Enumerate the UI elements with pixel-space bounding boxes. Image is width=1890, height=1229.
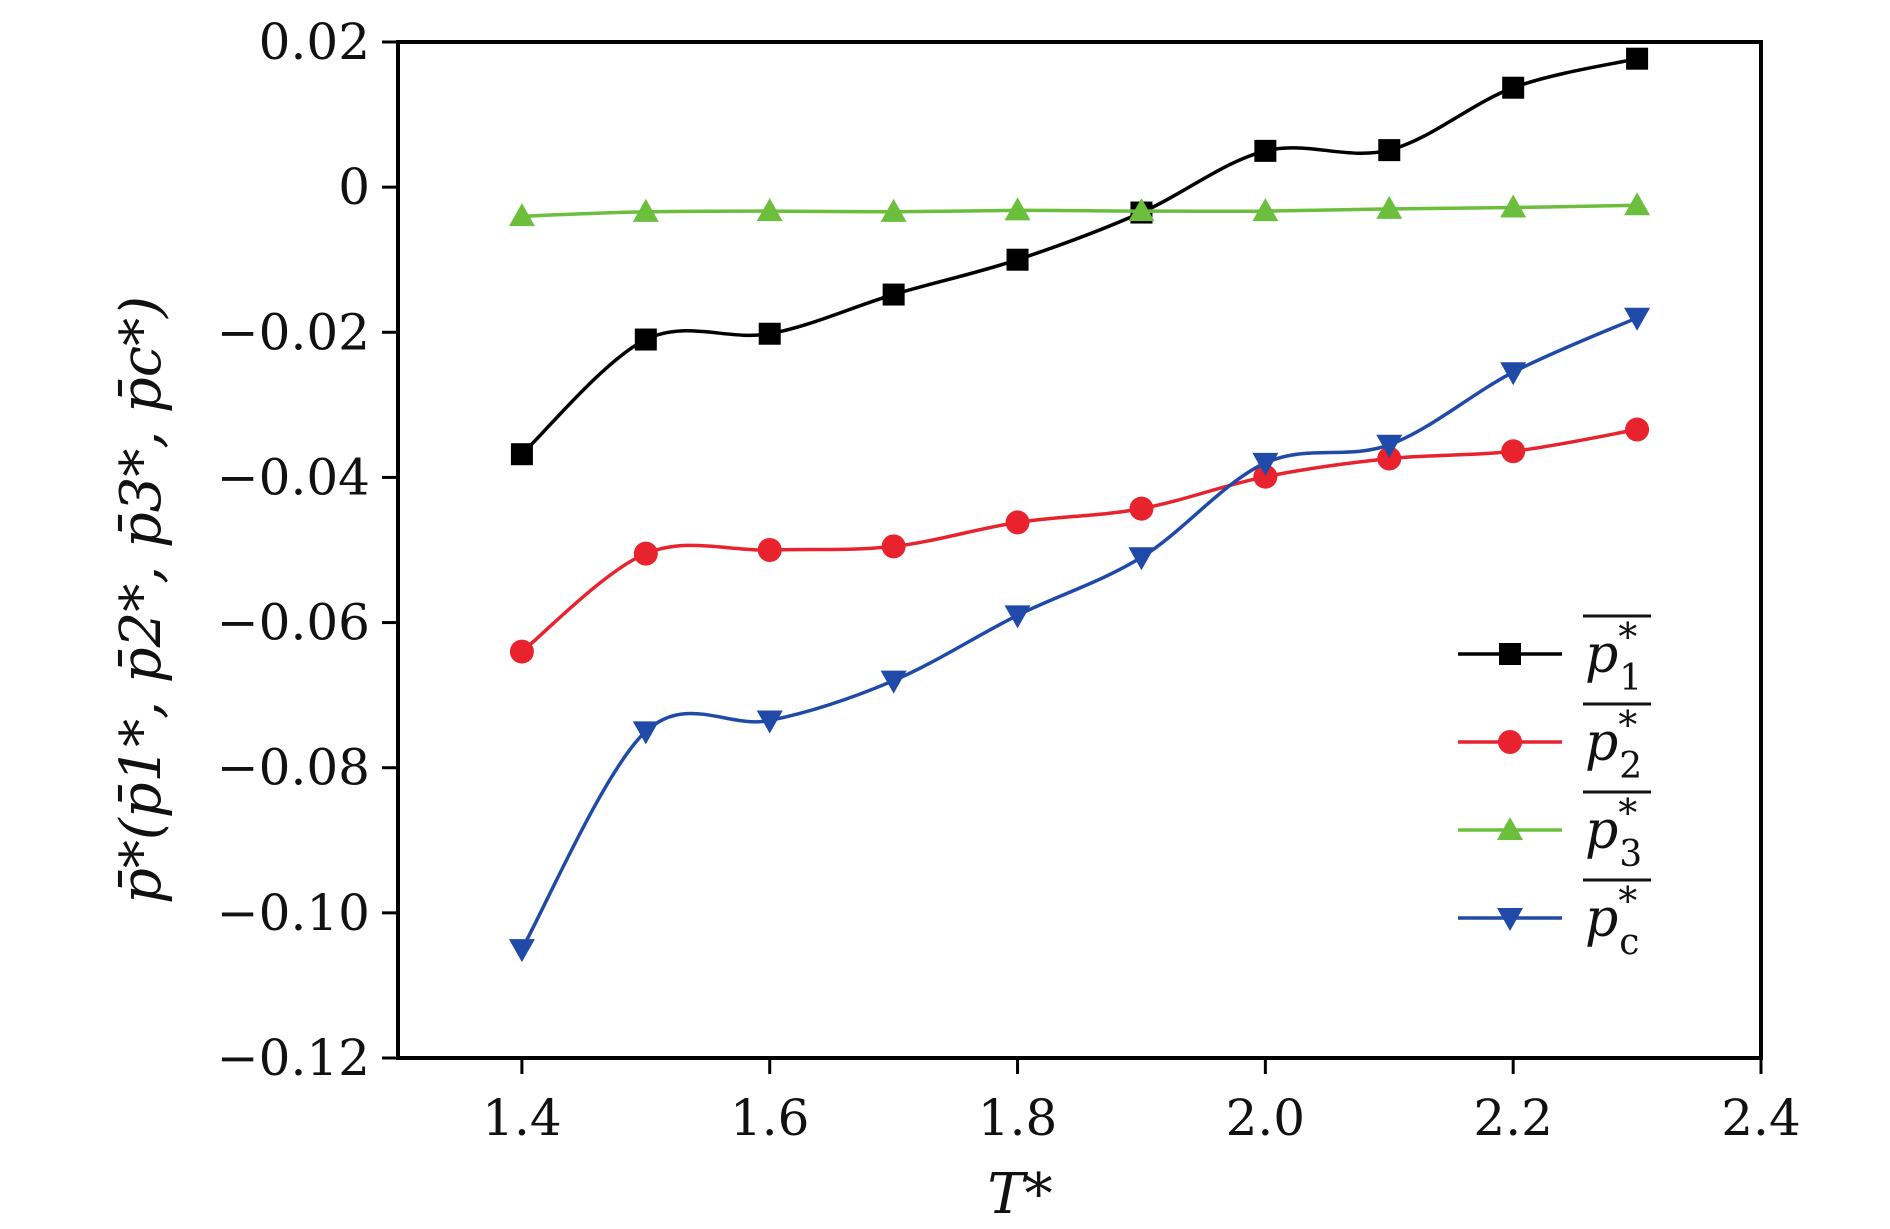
data-point bbox=[1004, 605, 1031, 629]
x-tick-labels: 1.4 1.6 1.8 2.0 2.2 2.4 bbox=[482, 1089, 1801, 1147]
legend-item: p* 1 bbox=[1458, 614, 1651, 699]
y-tick-label: −0.02 bbox=[217, 303, 370, 361]
series-line bbox=[520, 56, 1638, 456]
data-point bbox=[1376, 434, 1403, 458]
data-point bbox=[1006, 248, 1029, 271]
data-point bbox=[509, 639, 534, 664]
data-point bbox=[1624, 307, 1651, 331]
y-tick-label: −0.04 bbox=[217, 448, 370, 506]
plot-frame bbox=[396, 40, 1763, 1060]
data-point bbox=[510, 443, 533, 466]
series-layer bbox=[508, 47, 1651, 963]
data-point bbox=[882, 283, 905, 306]
data-point bbox=[1625, 417, 1650, 442]
legend-item: p* 2 bbox=[1458, 702, 1651, 787]
legend-label: p* 3 bbox=[1585, 791, 1642, 875]
legend-label: p* 2 bbox=[1585, 703, 1642, 787]
data-point bbox=[508, 939, 535, 963]
data-point bbox=[634, 328, 657, 351]
data-point bbox=[508, 203, 535, 227]
data-point bbox=[1128, 547, 1155, 571]
data-point bbox=[1004, 197, 1031, 221]
data-point bbox=[880, 670, 907, 694]
x-tick-label: 1.4 bbox=[482, 1089, 562, 1147]
data-point bbox=[756, 710, 783, 734]
data-point bbox=[1624, 192, 1651, 216]
ticks-layer bbox=[382, 40, 1763, 1074]
data-point bbox=[1626, 47, 1649, 70]
series-p1* bbox=[510, 47, 1649, 466]
x-tick-label: 1.8 bbox=[978, 1089, 1058, 1147]
data-point bbox=[1378, 139, 1401, 162]
x-tick-label: 2.4 bbox=[1721, 1089, 1801, 1147]
series-p3* bbox=[508, 192, 1651, 227]
data-point bbox=[1502, 76, 1525, 99]
data-point bbox=[632, 721, 659, 745]
x-tick-label: 1.6 bbox=[730, 1089, 810, 1147]
legend: p* 1p* 2p* 3p* c bbox=[1458, 614, 1651, 963]
y-tick-label: −0.08 bbox=[217, 739, 370, 797]
series-line bbox=[520, 316, 1638, 950]
y-tick-label: −0.06 bbox=[217, 594, 370, 652]
legend-label: p* 1 bbox=[1585, 615, 1642, 699]
data-point bbox=[1252, 198, 1279, 222]
legend-marker bbox=[1497, 908, 1523, 931]
data-point bbox=[1254, 139, 1277, 162]
data-point bbox=[1128, 198, 1155, 222]
y-tick-label: −0.10 bbox=[217, 884, 370, 942]
series-pc* bbox=[508, 307, 1651, 963]
data-point bbox=[1500, 194, 1527, 218]
y-axis-title: p̄*(p̄1*, p̄2*, p̄3*, p̄c*) bbox=[109, 296, 174, 904]
y-tick-label: −0.12 bbox=[217, 1029, 370, 1087]
data-point bbox=[1500, 362, 1527, 386]
data-point bbox=[632, 198, 659, 222]
legend-label: p* c bbox=[1585, 879, 1639, 963]
data-point bbox=[756, 198, 783, 222]
data-point bbox=[757, 538, 782, 562]
legend-item: p* 3 bbox=[1458, 790, 1651, 875]
data-point bbox=[1252, 452, 1279, 476]
legend-item: p* c bbox=[1458, 878, 1651, 963]
y-tick-labels: 0.02 0 −0.02 −0.04 −0.06 −0.08 −0.10 −0.12 bbox=[217, 13, 370, 1087]
data-point bbox=[881, 534, 906, 559]
series-p2* bbox=[509, 417, 1650, 664]
y-tick-label: 0.02 bbox=[259, 13, 370, 71]
legend-marker bbox=[1499, 643, 1521, 665]
data-point bbox=[1377, 446, 1402, 471]
data-point bbox=[1501, 439, 1526, 464]
x-tick-label: 2.2 bbox=[1473, 1089, 1553, 1147]
data-point bbox=[1376, 195, 1403, 219]
data-point bbox=[880, 198, 907, 222]
series-line bbox=[520, 427, 1638, 653]
data-point bbox=[1253, 464, 1278, 489]
x-axis-title: T* bbox=[987, 1162, 1052, 1227]
y-tick-label: 0 bbox=[338, 158, 370, 216]
legend-marker bbox=[1498, 730, 1522, 754]
data-point bbox=[1005, 510, 1030, 535]
legend-marker bbox=[1497, 817, 1523, 840]
data-point bbox=[633, 541, 658, 566]
series-line bbox=[521, 203, 1638, 218]
x-tick-label: 2.0 bbox=[1226, 1089, 1306, 1147]
data-point bbox=[1129, 496, 1154, 521]
data-point bbox=[758, 322, 781, 345]
